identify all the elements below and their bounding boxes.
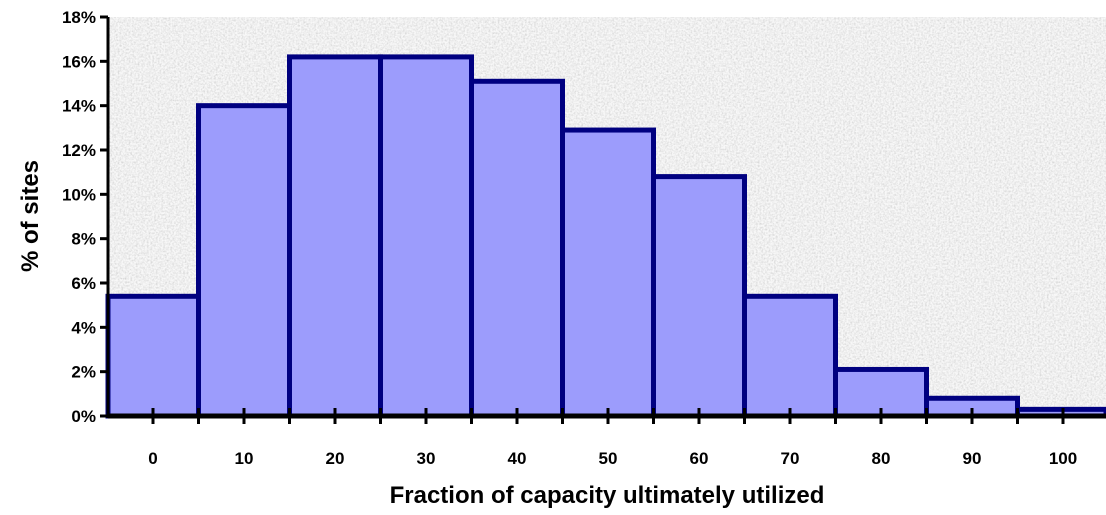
x-tick-label-40: 40 <box>508 449 527 468</box>
x-tick-label-100: 100 <box>1049 449 1077 468</box>
bar-60 <box>651 174 747 419</box>
bar-20 <box>287 54 383 419</box>
y-tick-label-16%: 16% <box>62 52 96 71</box>
bar-70 <box>742 293 838 419</box>
bar-0 <box>105 293 201 419</box>
y-tick-label-6%: 6% <box>71 274 96 293</box>
x-tick-labels: 0 10 20 30 40 50 60 70 80 90 100 <box>148 449 1077 468</box>
x-tick-label-50: 50 <box>599 449 618 468</box>
bar-10 <box>196 103 292 419</box>
y-tick-label-14%: 14% <box>62 97 96 116</box>
x-tick-label-20: 20 <box>326 449 345 468</box>
y-tick-label-10%: 10% <box>62 185 96 204</box>
bar-series <box>105 54 1106 419</box>
x-tick-label-80: 80 <box>872 449 891 468</box>
y-tick-label-12%: 12% <box>62 141 96 160</box>
bar-30 <box>378 54 474 419</box>
y-tick-label-4%: 4% <box>71 318 96 337</box>
y-axis-title: % of sites <box>17 160 44 272</box>
x-tick-label-70: 70 <box>781 449 800 468</box>
x-tick-label-0: 0 <box>148 449 157 468</box>
x-axis-title: Fraction of capacity ultimately utilized <box>390 482 825 509</box>
y-tick-label-8%: 8% <box>71 230 96 249</box>
x-tick-label-30: 30 <box>417 449 436 468</box>
y-tick-label-2%: 2% <box>71 363 96 382</box>
y-tick-labels: 0% 2% 4% 6% 8% 10% 12% 14% 16% 18% <box>62 8 96 426</box>
bar-50 <box>560 127 656 419</box>
x-tick-label-60: 60 <box>690 449 709 468</box>
y-tick-label-0%: 0% <box>71 407 96 426</box>
y-tick-label-18%: 18% <box>62 8 96 27</box>
x-tick-label-10: 10 <box>235 449 254 468</box>
bar-40 <box>469 78 565 419</box>
x-tick-label-90: 90 <box>963 449 982 468</box>
axes <box>100 15 1106 424</box>
